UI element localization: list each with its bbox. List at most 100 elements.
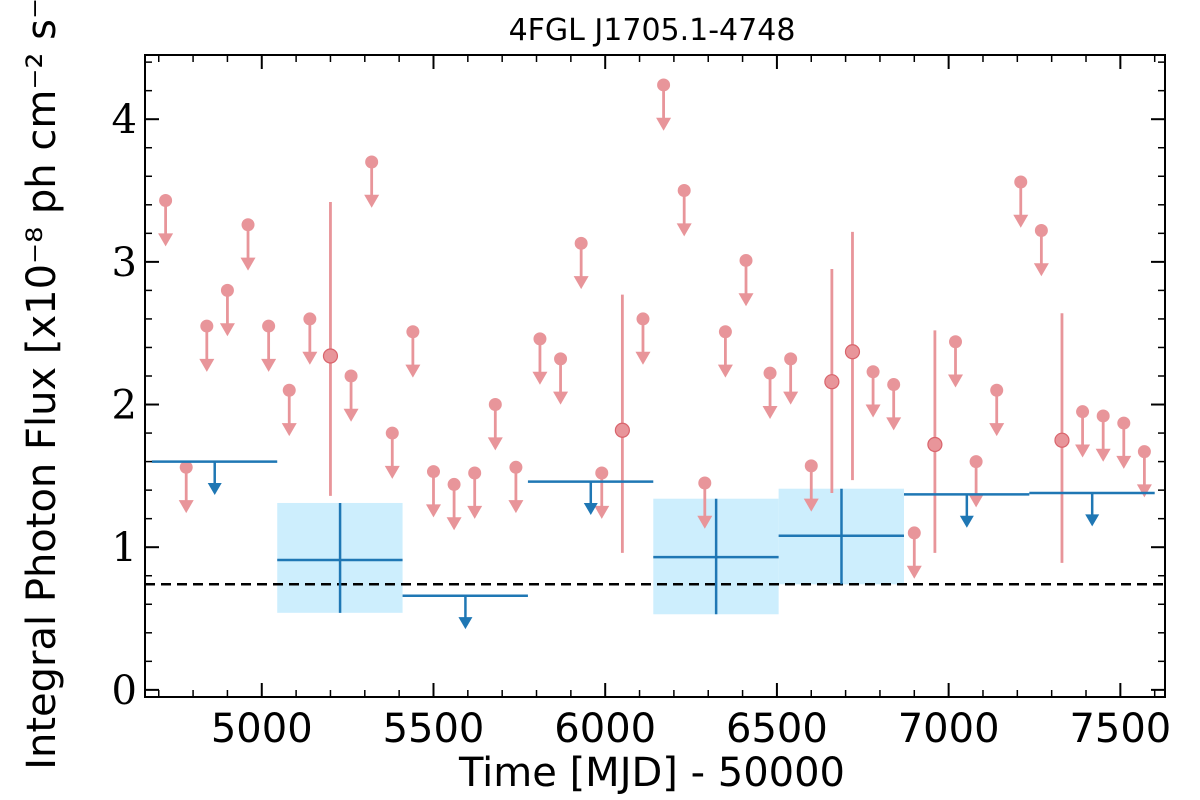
short-bin-upper-limit-point [262, 319, 276, 333]
short-bin-upper-limit-point [159, 194, 173, 208]
short-bin-upper-limit-arrow [508, 500, 524, 514]
short-bin-upper-limit-point [1096, 409, 1110, 423]
short-bin-upper-limit-point [574, 236, 588, 250]
y-tick-label: 2 [112, 383, 137, 429]
short-bin-upper-limit-arrow [676, 223, 692, 237]
short-bin-upper-limit-point [468, 466, 482, 480]
short-bin-upper-limit-point [241, 218, 255, 232]
long-bin-upper-limit-arrow [1085, 514, 1100, 527]
short-bin-upper-limit-arrow [1033, 263, 1049, 277]
short-bin-upper-limit-point [406, 325, 420, 339]
short-bin-upper-limit-point [1076, 405, 1090, 419]
short-bin-upper-limit-point [220, 283, 234, 297]
short-bin-detection-point [1054, 432, 1070, 448]
short-bin-upper-limit-arrow [281, 423, 297, 437]
short-bin-detection-point [824, 374, 840, 390]
short-bin-upper-limit-arrow [405, 364, 421, 378]
short-bin-upper-limit-arrow [865, 404, 881, 418]
short-bin-upper-limit-arrow [384, 465, 400, 479]
short-bin-upper-limit-point [657, 78, 671, 92]
long-bin-upper-limit-arrow [458, 617, 473, 630]
short-bin-upper-limit-point [907, 526, 921, 540]
short-bin-upper-limit-point [200, 319, 214, 333]
short-bin-upper-limit-arrow [738, 293, 754, 307]
short-bin-upper-limit-arrow [1075, 444, 1091, 458]
x-axis-label: Time [MJD] - 50000 [458, 750, 845, 796]
short-bin-upper-limit-arrow [1095, 448, 1111, 462]
short-bin-upper-limit-point [1117, 416, 1131, 430]
short-bin-upper-limit-point [784, 352, 798, 366]
x-tick-label: 7500 [1069, 706, 1171, 752]
short-bin-upper-limit-arrow [364, 194, 380, 208]
short-bin-upper-limit-arrow [467, 505, 483, 519]
y-tick-label: 4 [112, 97, 137, 143]
short-bin-upper-limit-point [698, 476, 712, 490]
short-bin-upper-limit-arrow [656, 117, 672, 131]
short-bin-upper-limit-arrow [178, 500, 194, 514]
x-tick-label: 7000 [898, 706, 1000, 752]
short-bin-upper-limit-point [509, 460, 523, 474]
short-bin-upper-limit-point [636, 312, 650, 326]
short-bin-upper-limit-point [887, 378, 901, 392]
short-bin-upper-limit-point [282, 383, 296, 397]
short-bin-upper-limit-arrow [906, 565, 922, 579]
short-bin-upper-limit-arrow [989, 423, 1005, 437]
short-bin-upper-limit-arrow [783, 391, 799, 405]
short-bin-upper-limit-point [344, 369, 358, 383]
short-bin-upper-limit-arrow [261, 358, 277, 372]
short-bin-upper-limit-point [385, 426, 399, 440]
short-bin-upper-limit-arrow [886, 417, 902, 431]
short-bin-upper-limit-point [554, 352, 568, 366]
short-bin-upper-limit-point [949, 335, 963, 349]
short-bin-detection-point [844, 344, 861, 360]
short-bin-upper-limit-arrow [532, 371, 548, 385]
short-bin-detection-point [322, 348, 339, 364]
long-bin-upper-limit-arrow [583, 502, 598, 515]
short-bin-upper-limit-arrow [1116, 455, 1132, 469]
short-bin-upper-limit-arrow [573, 276, 589, 290]
short-bin-upper-limit-arrow [717, 364, 733, 378]
short-bin-upper-limit-arrow [594, 505, 610, 519]
long-bin-upper-limit-arrow [207, 482, 222, 495]
short-bin-upper-limit-point [969, 455, 983, 469]
short-bin-upper-limit-arrow [948, 374, 964, 388]
short-bin-upper-limit-arrow [240, 257, 256, 271]
short-bin-detection-point [614, 422, 630, 438]
short-bin-upper-limit-arrow [968, 494, 984, 508]
short-bin-upper-limit-point [739, 253, 753, 267]
short-bin-upper-limit-point [677, 184, 691, 198]
short-bin-upper-limit-arrow [446, 517, 462, 531]
short-bin-upper-limit-point [426, 465, 440, 479]
short-bin-upper-limit-arrow [803, 498, 819, 512]
short-bin-upper-limit-point [447, 477, 461, 491]
short-bin-upper-limit-arrow [219, 323, 235, 337]
x-tick-label: 6500 [726, 706, 828, 752]
x-tick-label: 5500 [383, 706, 485, 752]
short-bin-upper-limit-arrow [199, 358, 215, 372]
plot-marks [145, 78, 1165, 630]
short-bin-upper-limit-arrow [1136, 484, 1152, 498]
y-tick-label: 1 [112, 525, 137, 571]
y-axis-label: Integral Photon Flux [x10⁻⁸ ph cm⁻² s⁻¹] [19, 0, 65, 770]
short-bin-upper-limit-point [595, 466, 609, 480]
short-bin-upper-limit-point [990, 383, 1004, 397]
short-bin-upper-limit-point [804, 459, 818, 473]
x-tick-label: 6000 [554, 706, 656, 752]
short-bin-upper-limit-point [303, 312, 317, 326]
y-tick-label: 3 [112, 240, 137, 286]
x-tick-label: 5000 [211, 706, 313, 752]
short-bin-upper-limit-arrow [302, 351, 318, 365]
short-bin-upper-limit-point [718, 325, 732, 339]
short-bin-upper-limit-point [488, 398, 502, 412]
y-tick-label: 0 [112, 668, 137, 714]
short-bin-upper-limit-arrow [1013, 214, 1029, 228]
short-bin-upper-limit-point [179, 460, 193, 474]
chart-title: 4FGL J1705.1-4748 [509, 13, 796, 48]
short-bin-upper-limit-arrow [343, 408, 359, 422]
short-bin-upper-limit-point [866, 365, 880, 379]
short-bin-upper-limit-point [1137, 445, 1151, 459]
short-bin-upper-limit-arrow [158, 233, 174, 247]
short-bin-upper-limit-point [365, 155, 379, 169]
short-bin-upper-limit-arrow [425, 504, 441, 518]
